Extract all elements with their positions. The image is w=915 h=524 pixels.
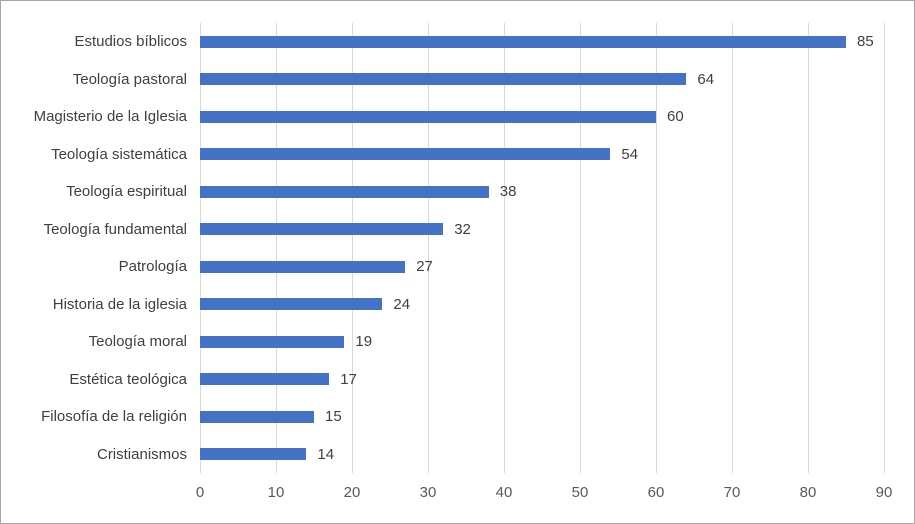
x-tick-label: 0 [195, 484, 205, 501]
bar-row: 54 [200, 136, 884, 174]
bar [200, 148, 611, 161]
gridline [428, 23, 429, 473]
bar-value-label: 64 [697, 70, 715, 88]
x-tick-label: 60 [647, 484, 665, 501]
x-tick-label: 50 [571, 484, 589, 501]
bar [200, 298, 383, 311]
category-label: Teología sistemática [51, 145, 187, 163]
bar-row: 19 [200, 323, 884, 361]
bar [200, 410, 314, 423]
bar [200, 260, 406, 273]
x-tick-label: 10 [267, 484, 285, 501]
x-tick-label: 40 [495, 484, 513, 501]
plot-area: 85 64 60 54 38 32 27 24 19 17 15 14 [200, 23, 885, 474]
gridline [276, 23, 277, 473]
bar-value-label: 15 [325, 408, 342, 426]
bar-row: 14 [200, 436, 884, 474]
bar [200, 110, 656, 123]
category-label: Estudios bíblicos [74, 33, 187, 51]
bar [200, 35, 846, 48]
category-label: Magisterio de la Iglesia [33, 108, 187, 126]
bar-value-label: 85 [857, 33, 874, 51]
bar [200, 185, 489, 198]
bar [200, 373, 330, 386]
category-label: Patrología [118, 258, 187, 276]
bar-row: 15 [200, 398, 884, 436]
bar-value-label: 24 [393, 295, 411, 313]
gridline [580, 23, 581, 473]
bar [200, 448, 307, 461]
gridline [656, 23, 657, 473]
bar [200, 73, 687, 86]
bar [200, 223, 444, 236]
bar [200, 335, 345, 348]
gridline [884, 23, 885, 473]
category-label: Teología moral [88, 333, 187, 351]
gridline [200, 23, 201, 473]
bar-value-label: 17 [340, 370, 357, 388]
category-label: Filosofía de la religión [41, 408, 187, 426]
bar-row: 32 [200, 211, 884, 249]
gridline [808, 23, 809, 473]
bar-value-label: 60 [667, 108, 684, 126]
category-label: Teología espiritual [66, 183, 187, 201]
category-axis: Estudios bíblicos Teología pastoral Magist… [1, 1, 187, 523]
gridline [732, 23, 733, 473]
x-tick-label: 70 [723, 484, 741, 501]
bar-value-label: 27 [416, 258, 433, 276]
bar-row: 27 [200, 248, 884, 286]
bar-value-label: 54 [621, 145, 639, 163]
bar-value-label: 19 [355, 333, 373, 351]
bar-row: 24 [200, 286, 884, 324]
category-label: Historia de la iglesia [52, 295, 187, 313]
category-label: Cristianismos [96, 445, 187, 463]
bar-value-label: 14 [317, 445, 335, 463]
bar-row: 64 [200, 61, 884, 99]
gridline [504, 23, 505, 473]
x-axis: 0 10 20 30 40 50 60 70 80 90 [1, 484, 914, 508]
x-tick-label: 30 [419, 484, 437, 501]
x-tick-label: 90 [875, 484, 893, 501]
bar-value-label: 32 [454, 220, 471, 238]
bar-row: 85 [200, 23, 884, 61]
bar-row: 60 [200, 98, 884, 136]
category-label: Estética teológica [69, 370, 187, 388]
category-label: Teología fundamental [43, 220, 187, 238]
category-label: Teología pastoral [72, 70, 187, 88]
bar-row: 17 [200, 361, 884, 399]
bar-value-label: 38 [499, 183, 517, 201]
gridline [352, 23, 353, 473]
bar-row: 38 [200, 173, 884, 211]
x-tick-label: 80 [799, 484, 817, 501]
x-tick-label: 20 [343, 484, 361, 501]
